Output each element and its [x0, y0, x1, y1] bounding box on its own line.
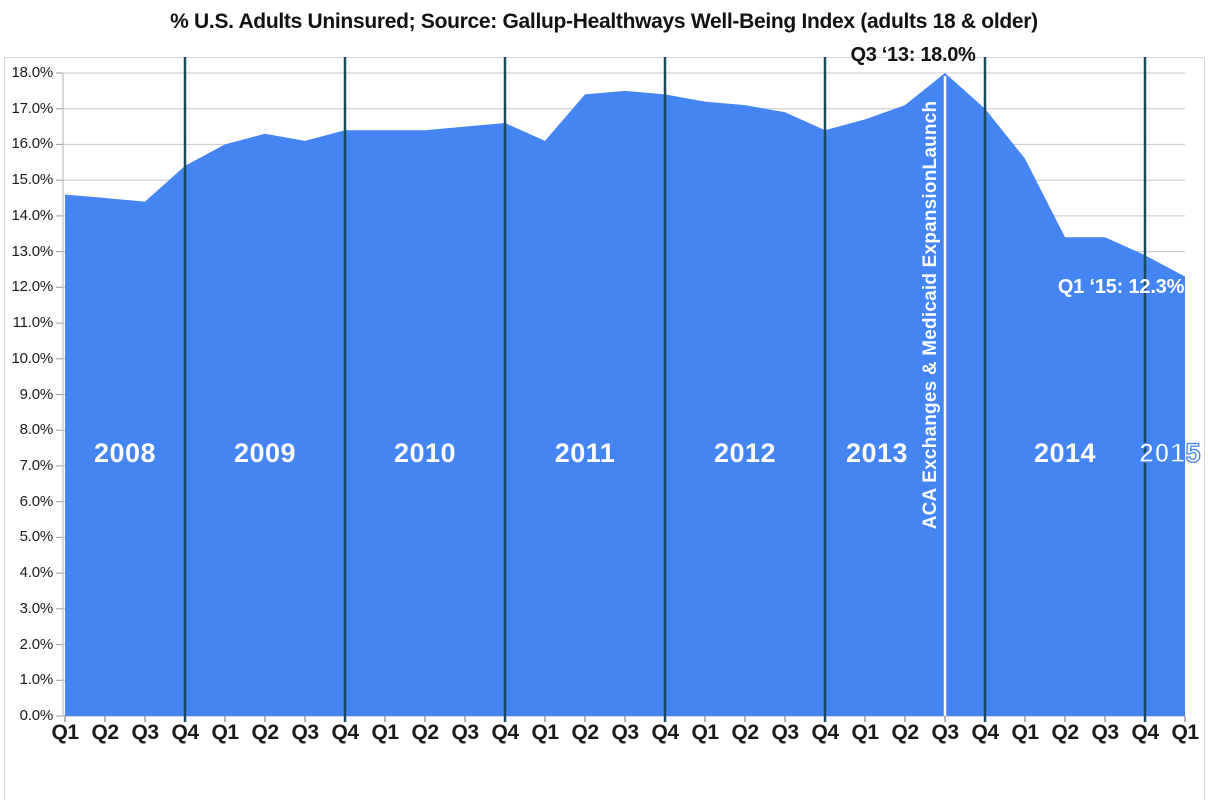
- x-tick-label: Q4: [651, 721, 679, 744]
- y-tick-label: 4.0%: [19, 564, 54, 582]
- y-tick-label: 18.0%: [11, 64, 53, 81]
- latest-annotation: Q1 ‘15: 12.3%: [1057, 276, 1185, 298]
- x-tick-label: Q1: [1011, 721, 1039, 744]
- x-tick-label: Q4: [971, 721, 999, 744]
- y-tick-label: 2.0%: [19, 635, 54, 653]
- y-tick-label: 10.0%: [11, 349, 53, 367]
- area-series: [65, 73, 1185, 716]
- year-label: 2008: [93, 438, 157, 468]
- y-tick-label: 17.0%: [11, 99, 53, 117]
- x-tick-label: Q2: [1051, 721, 1079, 744]
- year-label: 2013: [845, 438, 909, 468]
- y-tick-label: 11.0%: [12, 314, 54, 332]
- x-tick-label: Q3: [131, 721, 159, 744]
- plot-frame: [4, 57, 1205, 800]
- y-tick-label: 9.0%: [19, 385, 54, 403]
- x-tick-label: Q4: [331, 721, 359, 744]
- x-tick-label: Q1: [211, 721, 239, 744]
- y-tick-label: 3.0%: [19, 599, 54, 617]
- x-tick-label: Q2: [891, 721, 919, 744]
- x-tick-label: Q1: [531, 721, 559, 744]
- x-tick-label: Q3: [291, 721, 319, 744]
- x-tick-label: Q1: [51, 721, 79, 744]
- x-tick-label: Q1: [691, 721, 719, 744]
- y-tick-label: 0.0%: [19, 707, 54, 724]
- aca-event-line-label: ACA Exchanges & Medicaid ExpansionLaunch: [920, 100, 941, 530]
- y-tick-label: 14.0%: [11, 206, 53, 224]
- chart-title: % U.S. Adults Uninsured; Source: Gallup-…: [170, 10, 1038, 33]
- x-tick-label: Q3: [451, 721, 479, 744]
- peak-annotation: Q3 ‘13: 18.0%: [850, 44, 976, 66]
- x-tick-label: Q3: [1091, 721, 1119, 744]
- y-tick-label: 13.0%: [11, 242, 53, 260]
- year-label: 2015: [1138, 437, 1202, 468]
- x-tick-label: Q2: [91, 721, 119, 744]
- y-tick-label: 8.0%: [19, 421, 54, 439]
- year-label: 2010: [393, 438, 457, 468]
- x-tick-label: Q4: [171, 721, 199, 744]
- x-tick-label: Q4: [1131, 721, 1159, 744]
- x-tick-label: Q1: [371, 721, 399, 744]
- x-tick-label: Q2: [251, 721, 279, 744]
- year-label: 2014: [1033, 438, 1097, 468]
- year-label: 2012: [713, 438, 777, 468]
- x-tick-label: Q4: [811, 721, 839, 744]
- y-tick-label: 15.0%: [11, 171, 53, 189]
- x-tick-label: Q2: [731, 721, 759, 744]
- y-tick-label: 12.0%: [11, 278, 53, 296]
- x-tick-label: Q4: [491, 721, 519, 744]
- y-tick-label: 16.0%: [11, 135, 53, 153]
- y-tick-label: 1.0%: [19, 671, 54, 689]
- year-label: 2011: [554, 438, 616, 468]
- y-tick-label: 7.0%: [19, 456, 54, 474]
- x-tick-label: Q3: [931, 721, 959, 744]
- x-tick-label: Q1: [1171, 721, 1199, 744]
- x-tick-label: Q2: [571, 721, 599, 744]
- y-tick-label: 5.0%: [19, 528, 54, 546]
- x-tick-label: Q3: [611, 721, 639, 744]
- y-tick-label: 6.0%: [19, 492, 54, 510]
- year-label: 2009: [233, 438, 297, 468]
- x-tick-label: Q1: [851, 721, 879, 744]
- x-tick-label: Q3: [771, 721, 799, 744]
- x-tick-label: Q2: [411, 721, 439, 744]
